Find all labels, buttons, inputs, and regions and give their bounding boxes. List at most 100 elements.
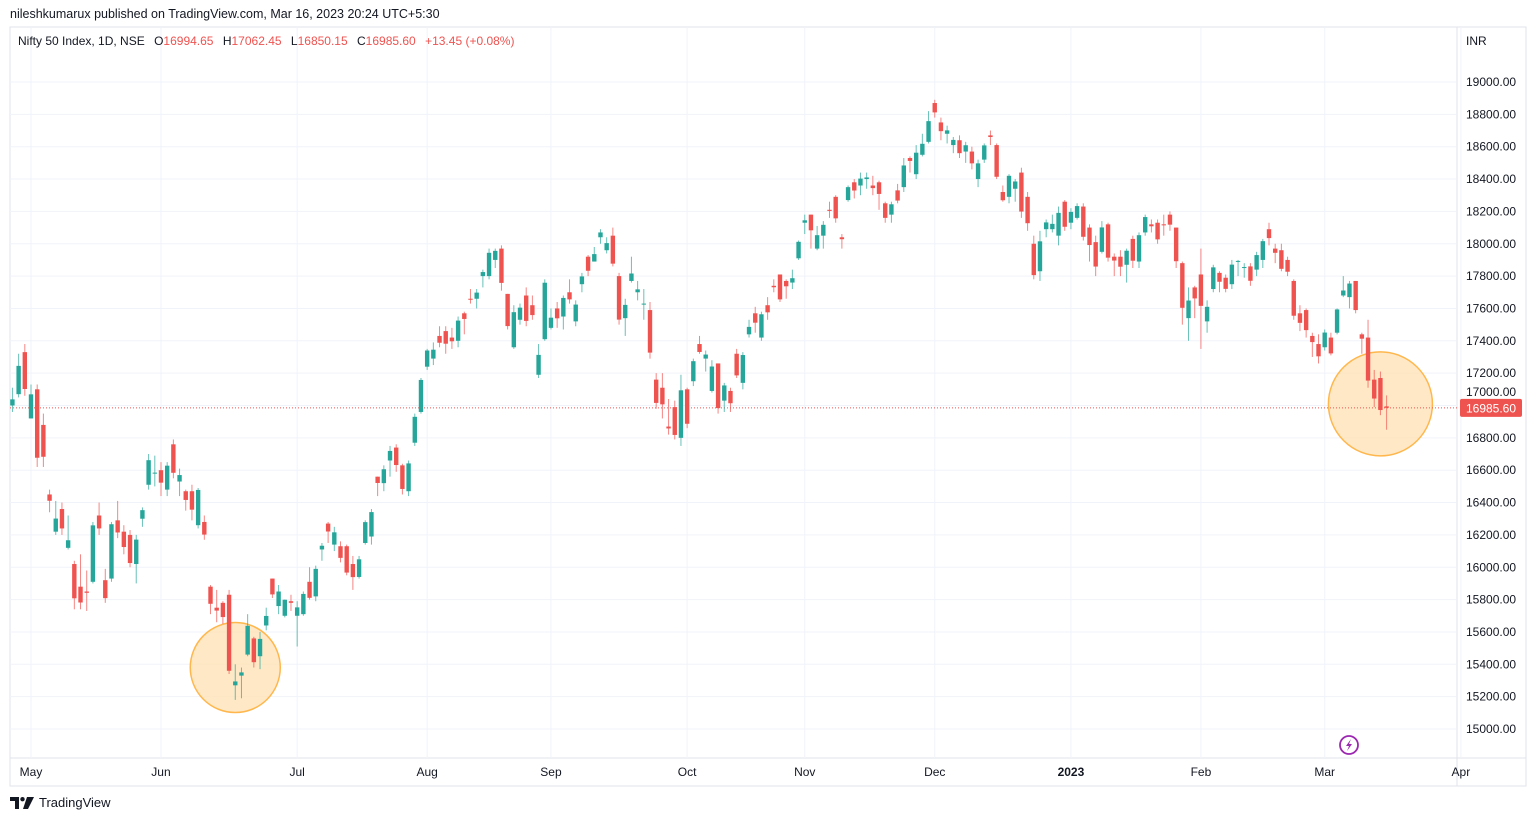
candle-body[interactable] — [350, 564, 356, 578]
candle-body[interactable] — [579, 276, 585, 285]
candle-body[interactable] — [1334, 309, 1340, 333]
candle-body[interactable] — [963, 145, 968, 152]
candle-body[interactable] — [1186, 300, 1191, 319]
candle-body[interactable] — [728, 390, 733, 404]
candle-body[interactable] — [344, 546, 349, 573]
candle-body[interactable] — [1025, 196, 1030, 224]
candle-body[interactable] — [462, 313, 467, 319]
candle-body[interactable] — [1347, 283, 1352, 298]
candle-body[interactable] — [561, 297, 566, 317]
candle-body[interactable] — [666, 426, 671, 429]
candle-body[interactable] — [1161, 224, 1166, 226]
candle-body[interactable] — [53, 518, 58, 532]
candle-body[interactable] — [363, 522, 368, 543]
candle-body[interactable] — [1173, 227, 1179, 262]
candle-body[interactable] — [678, 390, 684, 438]
candle-body[interactable] — [480, 272, 486, 277]
candle-body[interactable] — [511, 312, 517, 348]
candle-body[interactable] — [10, 399, 15, 406]
candle-body[interactable] — [1099, 227, 1105, 252]
candle-body[interactable] — [969, 151, 975, 164]
candle-body[interactable] — [412, 416, 417, 443]
candle-body[interactable] — [449, 337, 455, 342]
candle-body[interactable] — [1297, 313, 1303, 323]
candle-body[interactable] — [381, 469, 387, 484]
candle-body[interactable] — [1006, 175, 1012, 197]
candle-body[interactable] — [1019, 172, 1024, 212]
candle-body[interactable] — [1093, 242, 1098, 267]
candle-body[interactable] — [598, 232, 603, 238]
candle-body[interactable] — [34, 389, 40, 458]
candle-body[interactable] — [1291, 280, 1296, 316]
candle-body[interactable] — [1192, 287, 1197, 299]
candle-body[interactable] — [951, 139, 956, 146]
candle-body[interactable] — [783, 280, 789, 287]
candle-body[interactable] — [895, 190, 900, 201]
candle-body[interactable] — [65, 540, 71, 548]
candle-body[interactable] — [629, 273, 634, 281]
candle-body[interactable] — [932, 103, 937, 113]
candle-body[interactable] — [1248, 266, 1253, 281]
candle-body[interactable] — [920, 143, 925, 155]
candle-body[interactable] — [994, 145, 999, 177]
candle-body[interactable] — [115, 520, 120, 533]
candle-body[interactable] — [759, 314, 764, 338]
candle-body[interactable] — [288, 601, 294, 603]
candle-body[interactable] — [41, 424, 46, 457]
candle-body[interactable] — [1000, 191, 1006, 201]
candle-body[interactable] — [1136, 235, 1142, 262]
candle-body[interactable] — [1155, 222, 1160, 240]
candle-body[interactable] — [808, 214, 814, 231]
candle-body[interactable] — [72, 564, 77, 599]
candle-body[interactable] — [1118, 256, 1123, 267]
candle-body[interactable] — [208, 586, 213, 604]
candle-body[interactable] — [839, 237, 845, 240]
candle-body[interactable] — [604, 243, 609, 251]
candle-body[interactable] — [505, 293, 510, 327]
candle-body[interactable] — [876, 182, 882, 194]
candle-body[interactable] — [431, 349, 436, 359]
candle-body[interactable] — [146, 460, 151, 485]
candle-body[interactable] — [1198, 274, 1204, 306]
candle-body[interactable] — [1087, 227, 1092, 246]
candle-body[interactable] — [394, 447, 399, 466]
candle-body[interactable] — [233, 681, 238, 686]
candle-body[interactable] — [493, 250, 498, 260]
candle-body[interactable] — [653, 379, 659, 403]
candle-body[interactable] — [684, 389, 690, 424]
candle-body[interactable] — [647, 310, 653, 353]
candle-body[interactable] — [375, 476, 380, 483]
candle-body[interactable] — [1322, 332, 1327, 348]
candle-body[interactable] — [220, 602, 226, 618]
candle-body[interactable] — [697, 344, 702, 352]
candle-body[interactable] — [418, 379, 424, 412]
candle-body[interactable] — [691, 361, 696, 382]
candle-body[interactable] — [672, 407, 677, 435]
symbol-info[interactable]: Nifty 50 Index, 1D, NSE — [18, 34, 145, 48]
candle-body[interactable] — [734, 353, 739, 376]
candle-body[interactable] — [96, 515, 102, 529]
candle-body[interactable] — [1285, 259, 1290, 272]
candle-body[interactable] — [1279, 250, 1284, 269]
candle-body[interactable] — [239, 672, 244, 676]
candle-body[interactable] — [814, 235, 820, 249]
candle-body[interactable] — [301, 593, 306, 615]
candle-body[interactable] — [1303, 310, 1309, 331]
candle-body[interactable] — [1365, 337, 1371, 381]
candle-body[interactable] — [313, 568, 318, 597]
candle-body[interactable] — [913, 152, 919, 175]
candle-body[interactable] — [1143, 217, 1148, 233]
candle-body[interactable] — [202, 521, 207, 535]
candle-body[interactable] — [356, 559, 362, 577]
candle-body[interactable] — [437, 335, 442, 343]
candle-body[interactable] — [406, 463, 411, 492]
candle-body[interactable] — [171, 444, 176, 473]
candle-body[interactable] — [140, 510, 145, 519]
candle-body[interactable] — [944, 130, 950, 134]
candle-body[interactable] — [127, 534, 133, 564]
candle-body[interactable] — [189, 491, 195, 510]
candle-body[interactable] — [486, 252, 492, 277]
candle-body[interactable] — [567, 292, 572, 300]
candle-body[interactable] — [226, 594, 232, 671]
